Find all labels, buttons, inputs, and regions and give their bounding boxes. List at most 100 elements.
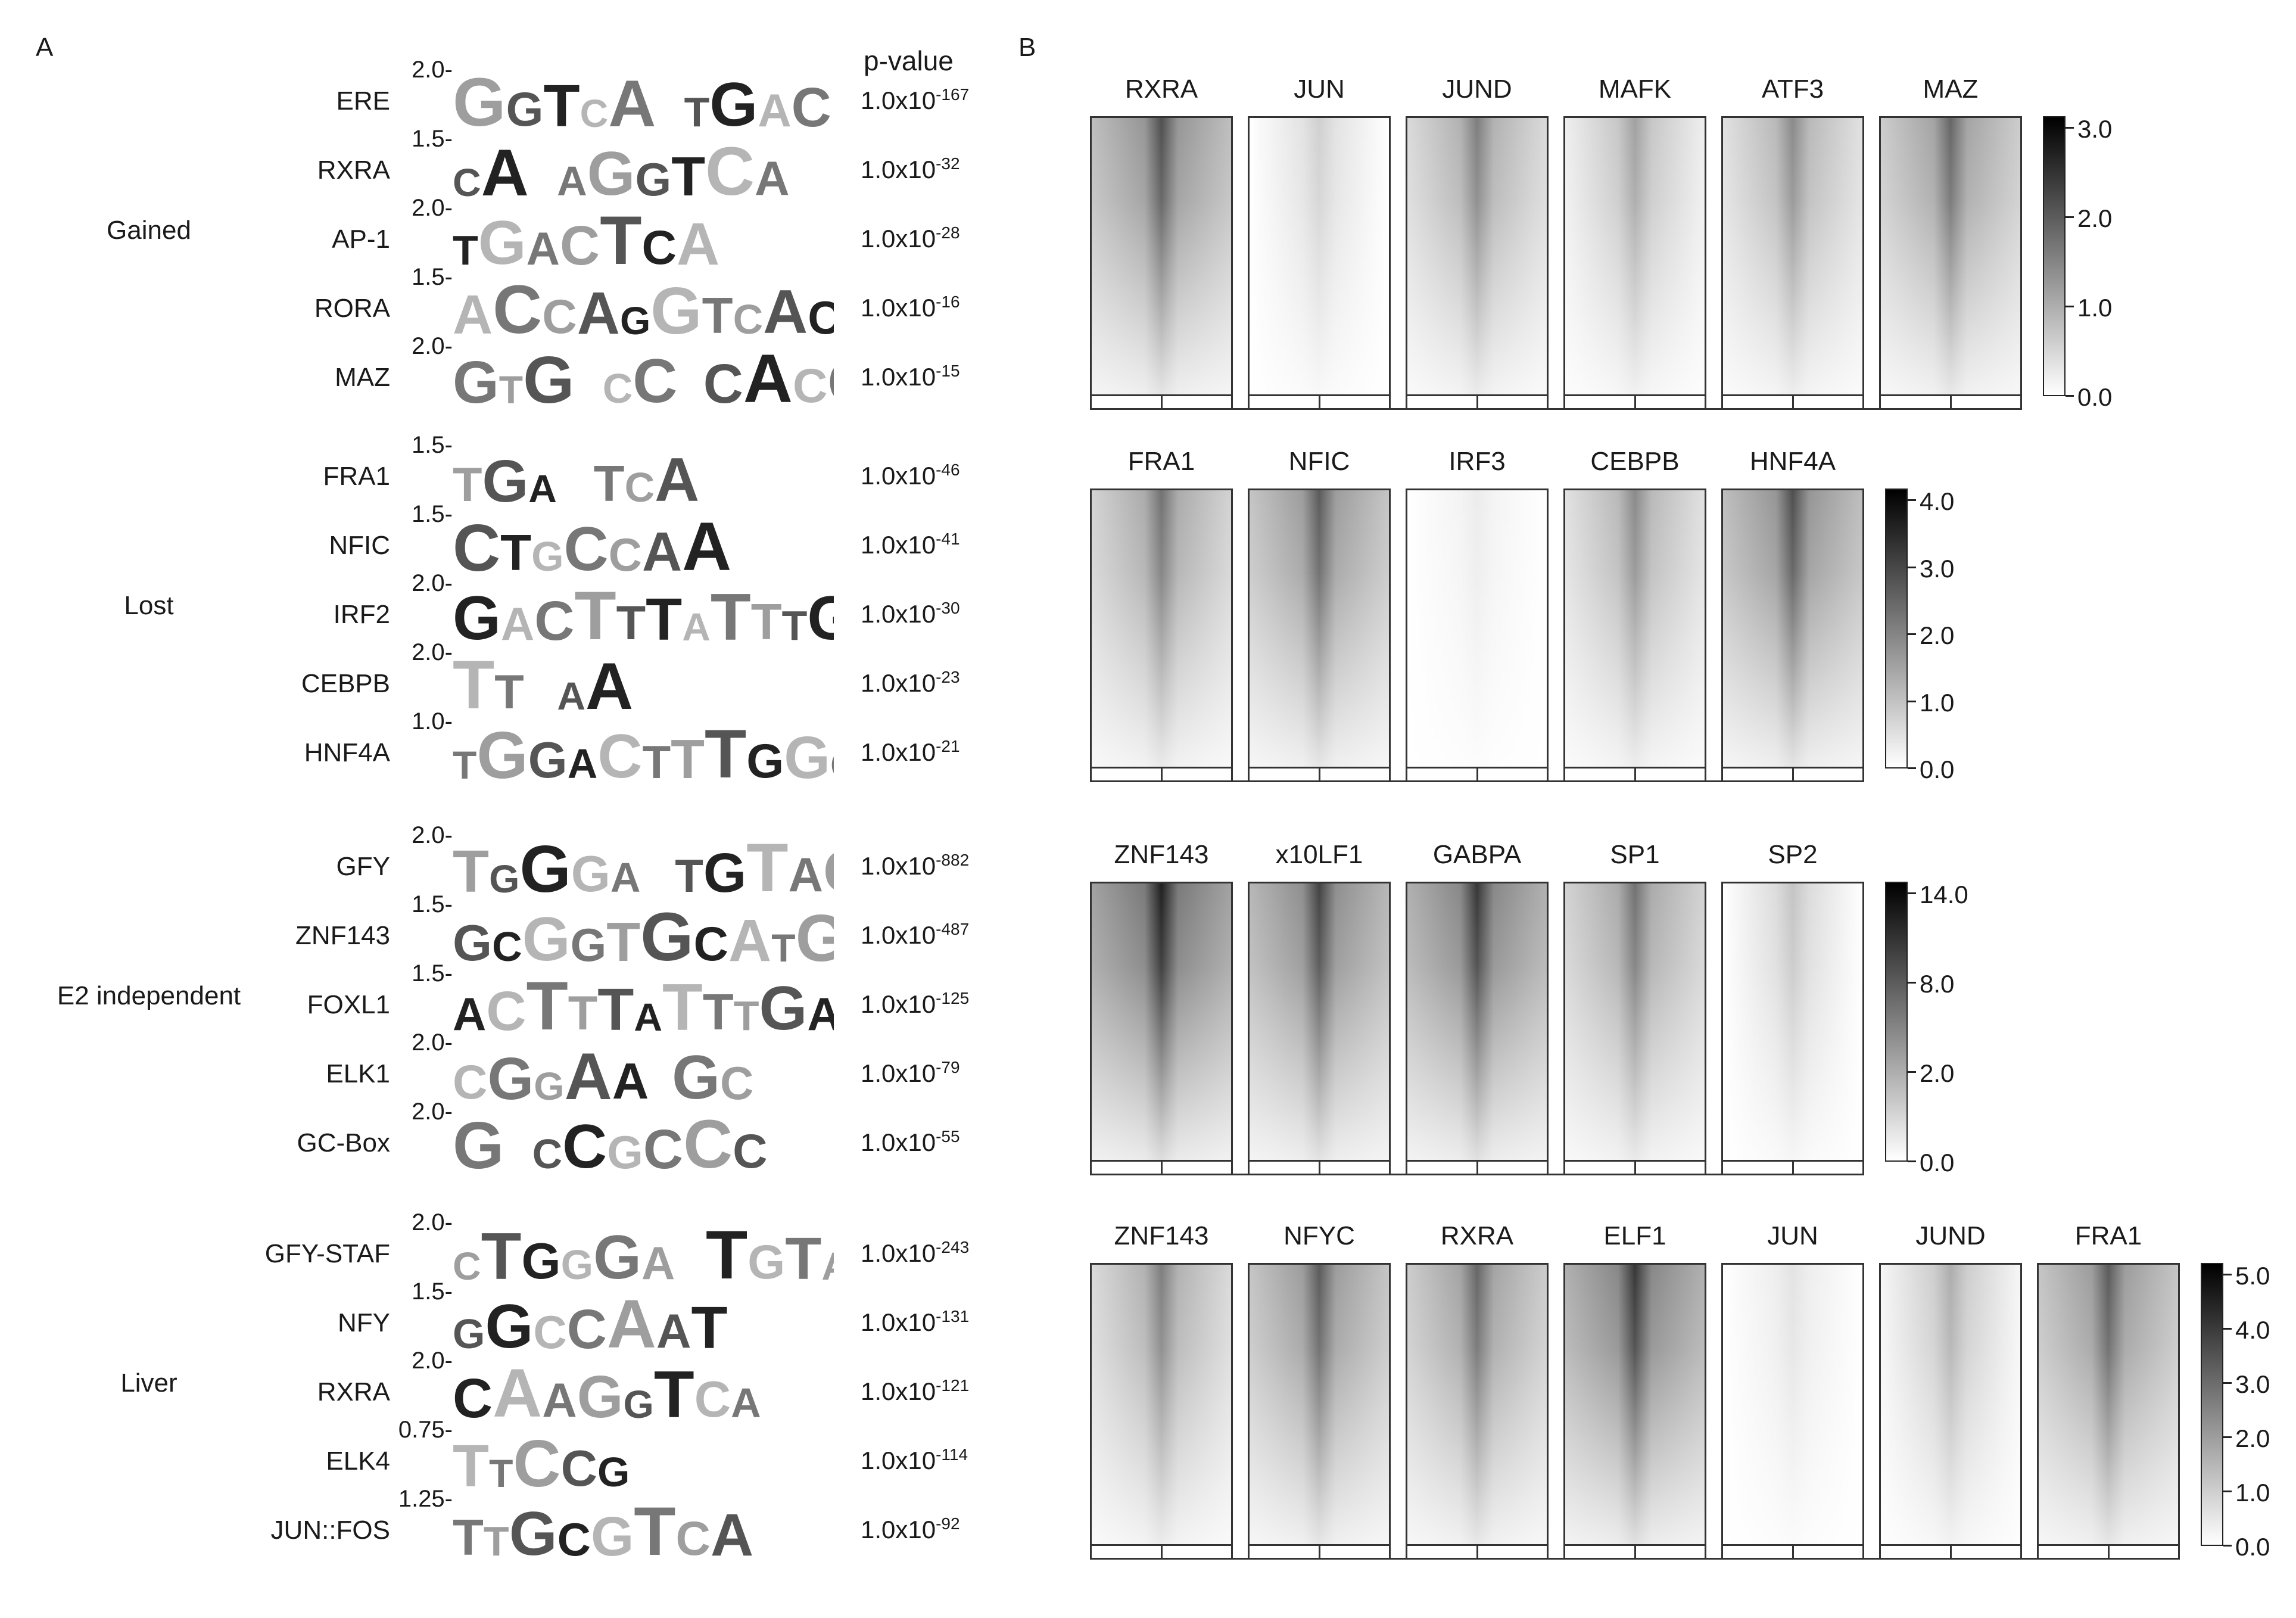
logo-letter: A — [711, 1502, 754, 1557]
logo-letter: T — [781, 602, 808, 642]
axis-tick — [1318, 1162, 1320, 1175]
logo-letter: G — [453, 349, 499, 404]
colorbar-tick — [1908, 566, 1916, 568]
axis-tick — [1949, 396, 1952, 409]
logo-letter: T — [704, 715, 747, 780]
logo-letter: T — [543, 73, 580, 128]
logo-letter: A — [500, 598, 535, 642]
logo-letter: T — [746, 829, 789, 894]
logo-letter: A — [728, 907, 772, 963]
axis-tick — [1721, 768, 1723, 782]
p-value-base: 1.0x10 — [861, 294, 936, 322]
motif-name: GFY — [336, 852, 390, 881]
heatmap-title: JUN — [1767, 1221, 1818, 1250]
p-value-exponent: -487 — [936, 920, 970, 938]
logo-ytick: 1.5- — [412, 1278, 453, 1305]
axis-tick — [1318, 768, 1320, 782]
p-value: 1.0x10-15 — [861, 363, 960, 391]
axis-tick — [1705, 768, 1706, 782]
logo-ytick: 1.5- — [412, 264, 453, 290]
logo-ytick: 1.25- — [398, 1486, 453, 1512]
axis-tick — [1318, 396, 1320, 409]
logo-letter: T — [453, 646, 495, 711]
logo-letter: G — [509, 1499, 557, 1557]
logo-letter: G — [590, 1505, 634, 1557]
colorbar-label: 2.0 — [1920, 1059, 1955, 1087]
colorbar-tick — [1908, 982, 1916, 984]
logo-letter: G — [784, 724, 830, 780]
logo-letter: G — [747, 1236, 786, 1281]
logo-letter: T — [750, 594, 782, 642]
logo-letter: A — [608, 66, 656, 128]
colorbar-tick — [2223, 1382, 2232, 1384]
logo-letter: G — [521, 1233, 561, 1281]
heatmap — [1721, 882, 1864, 1162]
heatmap — [1248, 1263, 1391, 1546]
logo-letter: T — [453, 1433, 490, 1488]
axis-tick — [1792, 1546, 1794, 1559]
logo-letter: G — [453, 584, 501, 642]
logo-letter: T — [771, 926, 796, 963]
p-value: 1.0x10-79 — [861, 1059, 960, 1088]
logo-letter: C — [453, 160, 481, 197]
axis-tick — [1090, 1162, 1092, 1175]
axis-tick — [1563, 1162, 1565, 1175]
axis-tick — [1705, 1546, 1706, 1559]
colorbar-label: 1.0 — [2077, 294, 2113, 322]
logo-letter: G — [619, 298, 651, 335]
logo-letter: G — [746, 735, 784, 780]
colorbar-tick — [1908, 1071, 1916, 1073]
logo-letter: C — [827, 353, 834, 404]
axis-tick — [1792, 768, 1794, 782]
colorbar-tick — [2223, 1328, 2232, 1330]
heatmap — [1406, 1263, 1549, 1546]
logo-letter: C — [566, 1298, 607, 1350]
logo-letter: A — [585, 649, 634, 711]
logo-letter — [677, 370, 703, 404]
motif-name: ZNF143 — [295, 921, 390, 950]
p-value-base: 1.0x10 — [861, 852, 936, 880]
logo-letter: C — [791, 76, 831, 128]
heatmap-title: NFYC — [1283, 1221, 1355, 1250]
axis-tick — [1879, 396, 1881, 409]
p-value-base: 1.0x10 — [861, 669, 936, 697]
p-value-exponent: -125 — [936, 989, 970, 1007]
logo-letter: A — [682, 605, 711, 642]
logo-letter: T — [453, 1510, 484, 1557]
logo-letter: T — [574, 577, 616, 642]
logo-letter: G — [709, 70, 758, 128]
logo-letter: T — [702, 984, 734, 1032]
logo-letter: A — [758, 84, 792, 128]
logo-letter: T — [785, 1225, 822, 1281]
logo-letter — [656, 91, 684, 128]
p-value-base: 1.0x10 — [861, 531, 936, 559]
logo-letter: C — [563, 515, 609, 572]
colorbar-tick — [2223, 1491, 2232, 1492]
axis-tick — [1231, 396, 1233, 409]
heatmap-title: JUND — [1442, 74, 1512, 104]
logo-ytick: 2.0- — [412, 639, 453, 665]
logo-letter: C — [703, 353, 743, 404]
axis-tick — [1248, 396, 1250, 409]
logo-letter: C — [533, 1306, 567, 1350]
colorbar — [2043, 116, 2066, 396]
logo-letter: C — [560, 1440, 597, 1488]
logo-letter: T — [646, 586, 683, 642]
p-value-base: 1.0x10 — [861, 462, 936, 490]
p-value: 1.0x10-16 — [861, 294, 960, 322]
logo-letter: G — [534, 1064, 565, 1101]
axis-tick — [2037, 1546, 2039, 1559]
group-label-e2-independent: E2 independent — [57, 981, 241, 1010]
axis-tick — [1389, 396, 1391, 409]
p-value: 1.0x10-114 — [861, 1446, 968, 1475]
colorbar — [2201, 1263, 2223, 1546]
colorbar-label: 14.0 — [1920, 880, 1968, 908]
logo-letter: A — [542, 1374, 577, 1419]
motif-name: FOXL1 — [307, 990, 390, 1019]
panel-letter-a: A — [36, 33, 54, 62]
logo-letter: T — [494, 665, 524, 711]
